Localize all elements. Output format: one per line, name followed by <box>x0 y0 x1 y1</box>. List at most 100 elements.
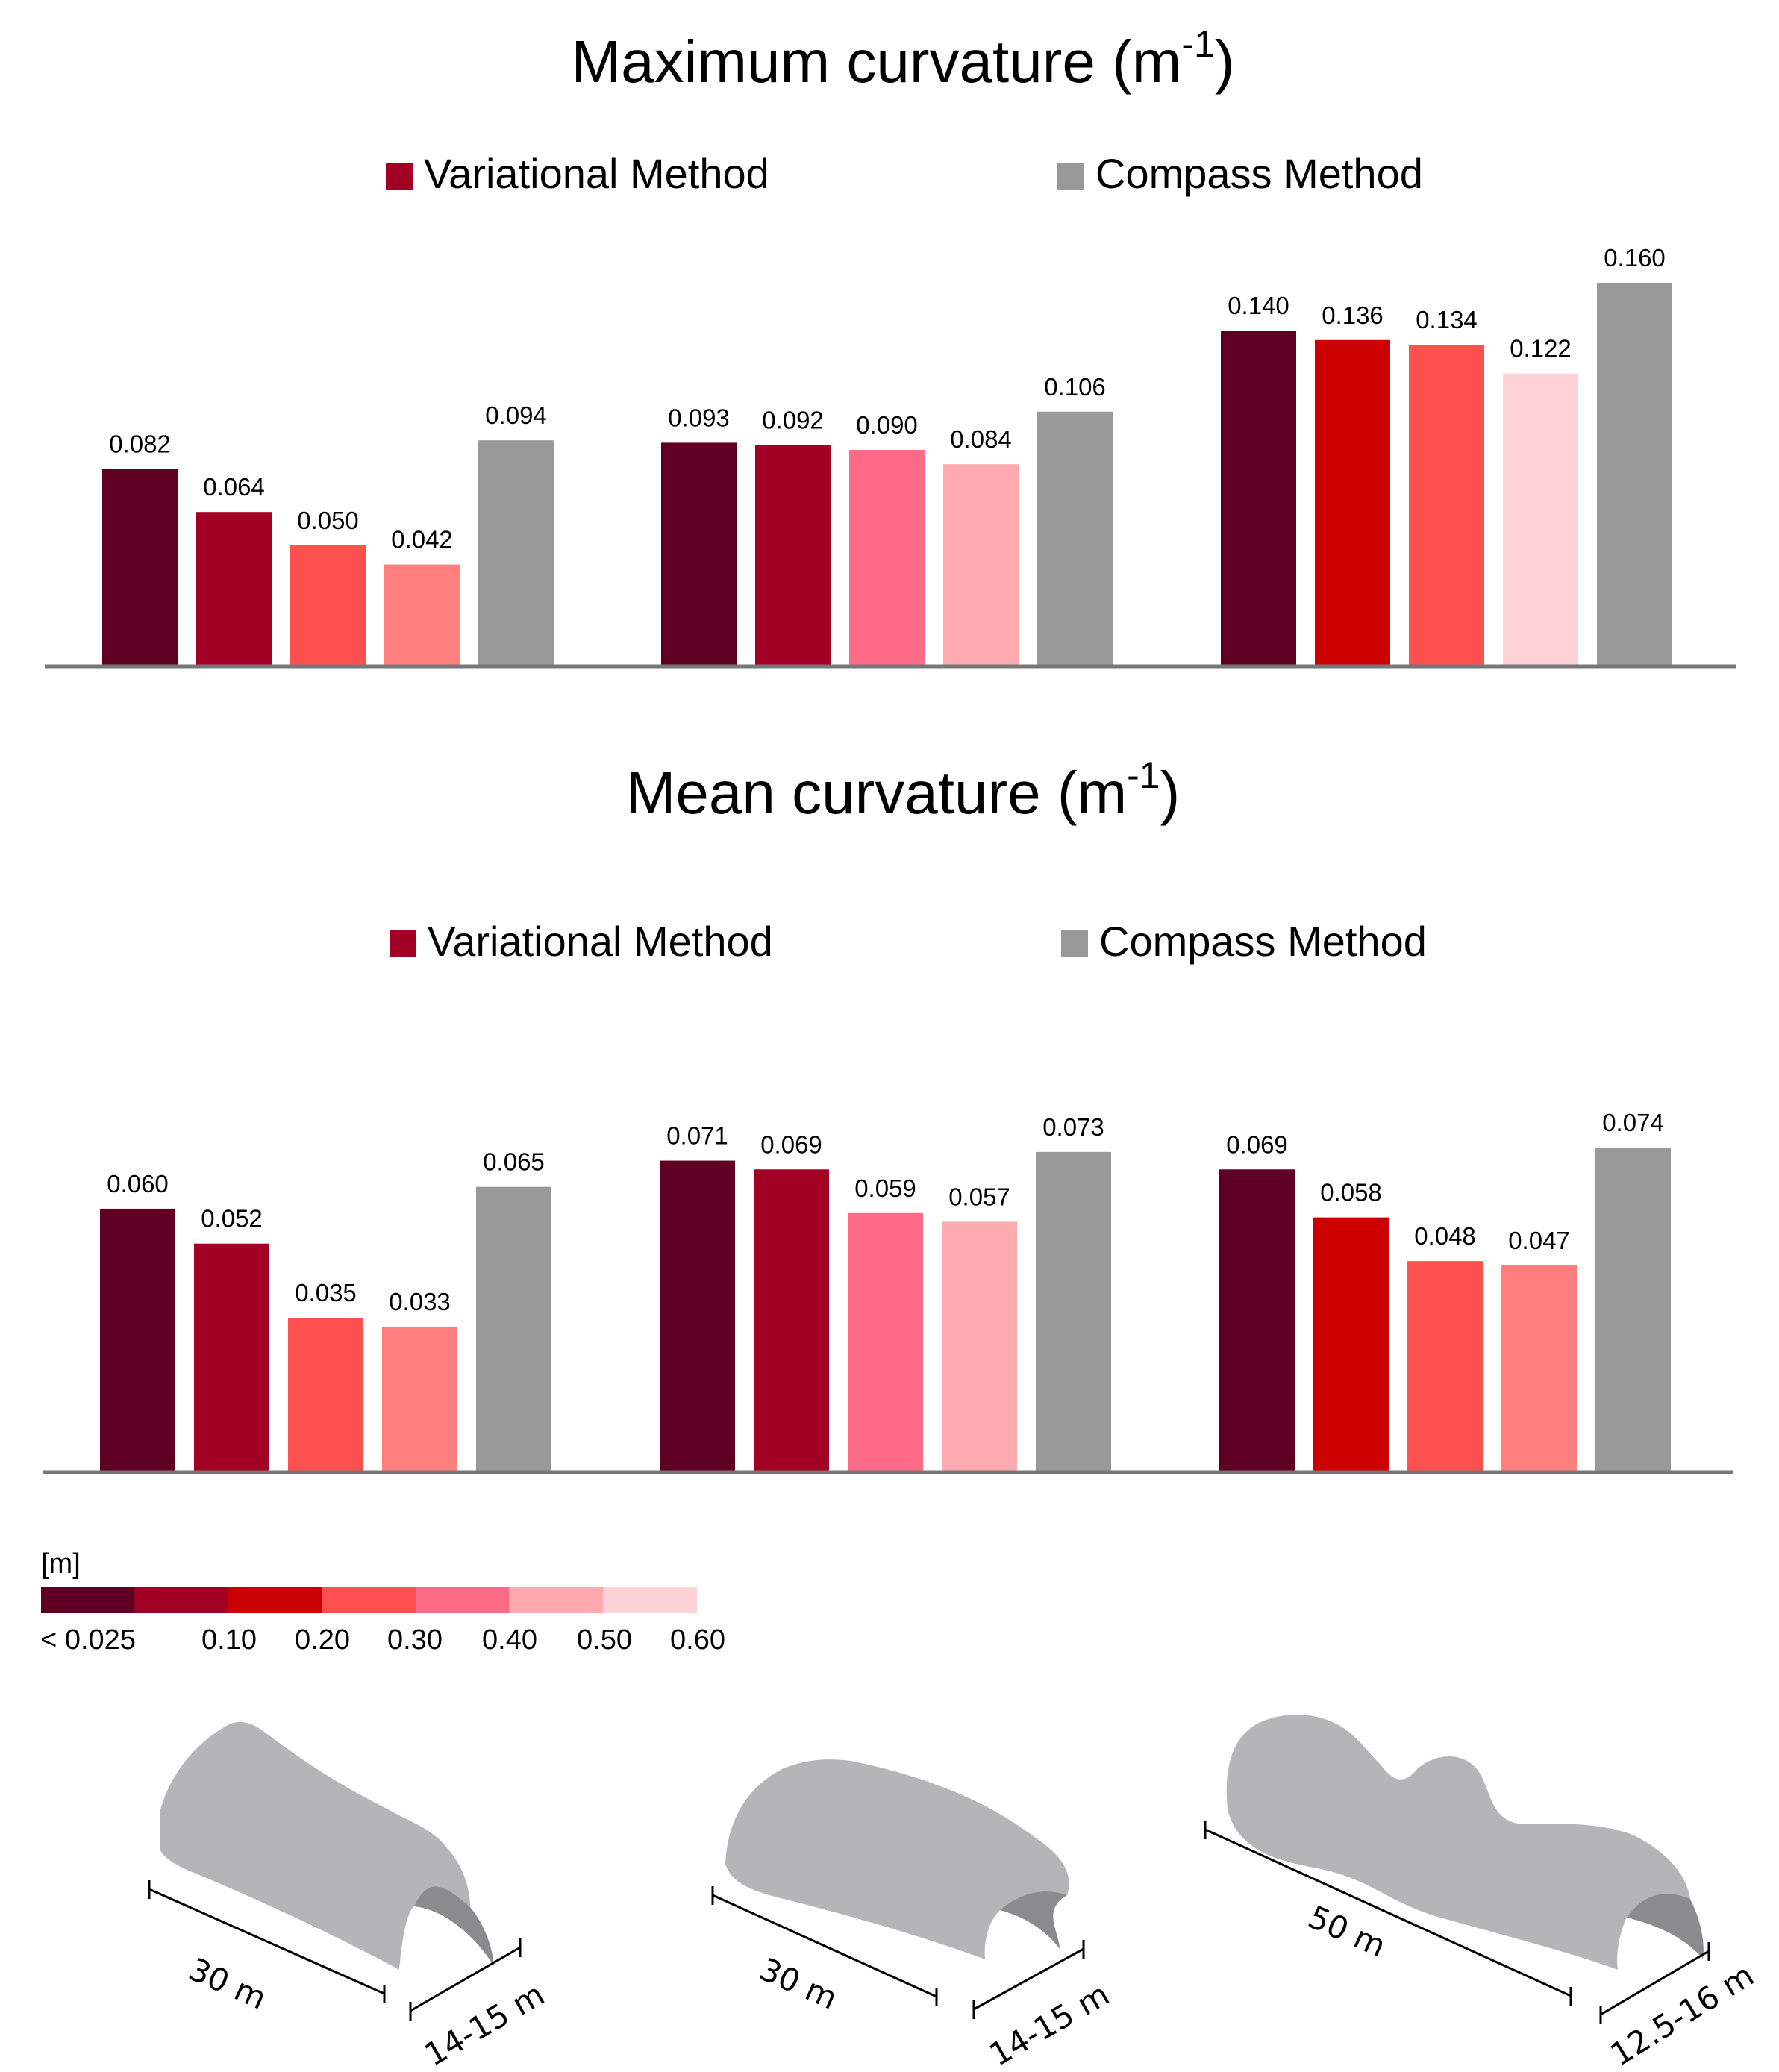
colorbar-unit: [m] <box>41 1548 81 1580</box>
mean-bar-label-g2-4: 0.057 <box>948 1183 1010 1210</box>
max-bar-g3-4 <box>1503 373 1578 665</box>
mean-bar-g2-5 <box>1036 1151 1111 1471</box>
max-bar-g2-5 <box>1037 411 1113 665</box>
mean-bar-label-g2-5: 0.073 <box>1042 1113 1104 1141</box>
shape-2-width-line <box>973 1947 1084 2011</box>
max-bar-label-g3-4: 0.122 <box>1510 335 1572 363</box>
mean-bar-label-g1-2: 0.052 <box>201 1205 263 1233</box>
shape-1-length-label: 30 m <box>184 1950 272 2017</box>
colorbar-cell-7 <box>603 1587 697 1613</box>
shape-3-width-line <box>1600 1950 1710 2016</box>
max-bar-label-g3-1: 0.140 <box>1228 292 1289 319</box>
mean-legend-variational-swatch <box>390 930 416 957</box>
shape-1-width-line <box>410 1946 521 2012</box>
shape-1: 30 m 14-15 m <box>148 1721 551 2072</box>
colorbar-cell-3 <box>228 1587 322 1613</box>
mean-bar-g3-4 <box>1501 1265 1577 1471</box>
max-bar-g3-2 <box>1315 339 1390 665</box>
mean-curvature-chart: Mean curvature (m-1) Variational Method … <box>43 754 1733 1474</box>
mean-bar-g3-5 <box>1595 1148 1671 1471</box>
mean-chart-bars: 0.060 0.052 0.035 0.033 0.065 0.071 0.069 0.059… <box>100 1109 1671 1471</box>
colorbar-cell-1 <box>41 1587 135 1613</box>
shape-2-length-line <box>712 1894 937 1998</box>
max-bar-g2-2 <box>755 445 831 665</box>
max-bar-g1-4 <box>384 564 460 665</box>
max-bar-label-g1-5: 0.094 <box>485 401 547 429</box>
shape-2-width-label: 14-15 m <box>984 1976 1116 2072</box>
shape-3-width-label: 12.5-16 m <box>1604 1956 1760 2072</box>
max-chart-title-sup: -1 <box>1181 23 1214 65</box>
mean-bar-label-g3-1: 0.069 <box>1226 1130 1288 1158</box>
max-bar-label-g1-4: 0.042 <box>391 526 453 554</box>
mean-bar-g2-3 <box>848 1212 923 1471</box>
colorbar: [m] < 0.025 0.10 0.20 0.30 0.40 0.50 0.60 <box>40 1548 725 1656</box>
shape-illustrations: 30 m 14-15 m 30 m 14-15 m <box>148 1714 1760 2072</box>
max-bar-label-g3-2: 0.136 <box>1322 301 1384 329</box>
shape-2: 30 m 14-15 m <box>711 1759 1116 2072</box>
colorbar-labels: < 0.025 0.10 0.20 0.30 0.40 0.50 0.60 <box>40 1624 725 1656</box>
mean-bar-g3-1 <box>1219 1169 1295 1471</box>
max-bar-label-g2-4: 0.084 <box>950 425 1012 453</box>
max-chart-title-main: Maximum curvature (m <box>572 28 1182 95</box>
mean-bar-label-g3-5: 0.074 <box>1602 1109 1664 1136</box>
max-bar-label-g2-3: 0.090 <box>856 411 918 439</box>
max-chart-title: Maximum curvature (m-1) <box>572 23 1235 95</box>
shape-3-surface <box>1226 1714 1690 1970</box>
mean-bar-g2-1 <box>660 1160 735 1471</box>
mean-bar-label-g3-2: 0.058 <box>1320 1179 1382 1206</box>
mean-bar-label-g1-1: 0.060 <box>107 1170 169 1198</box>
max-bar-g2-1 <box>661 442 737 665</box>
shape-2-surface <box>725 1759 1069 1959</box>
colorbar-label-5: 0.40 <box>482 1624 537 1656</box>
colorbar-label-1: < 0.025 <box>40 1624 136 1656</box>
max-bar-g3-1 <box>1221 331 1296 665</box>
mean-bar-g1-4 <box>382 1326 457 1471</box>
max-bar-g1-5 <box>478 440 554 665</box>
max-curvature-chart: Maximum curvature (m-1) Variational Meth… <box>45 23 1736 669</box>
colorbar-cell-6 <box>509 1587 604 1613</box>
max-bar-label-g1-1: 0.082 <box>109 431 171 458</box>
shape-1-length-line <box>148 1888 385 1995</box>
mean-bar-label-g2-3: 0.059 <box>854 1174 916 1202</box>
shape-3-length-line <box>1204 1828 1572 1997</box>
mean-bar-g1-1 <box>100 1208 175 1471</box>
max-legend-variational-label: Variational Method <box>424 150 769 197</box>
colorbar-cell-4 <box>322 1587 416 1613</box>
colorbar-label-7: 0.60 <box>670 1624 725 1656</box>
mean-bar-g3-3 <box>1407 1261 1483 1471</box>
colorbar-label-3: 0.20 <box>295 1624 350 1656</box>
mean-legend-compass-swatch <box>1061 930 1088 957</box>
mean-legend-compass-label: Compass Method <box>1099 918 1427 965</box>
mean-bar-g3-2 <box>1313 1217 1389 1471</box>
mean-bar-g1-3 <box>288 1318 363 1471</box>
max-chart-title-close: ) <box>1215 28 1235 95</box>
shape-3: 50 m 12.5-16 m <box>1204 1714 1760 2072</box>
colorbar-label-2: 0.10 <box>201 1624 257 1656</box>
colorbar-label-4: 0.30 <box>387 1624 443 1656</box>
max-bar-g3-5 <box>1597 283 1672 665</box>
mean-bar-label-g1-3: 0.035 <box>295 1279 357 1306</box>
shape-2-opening <box>1000 1891 1067 1949</box>
max-legend-compass-label: Compass Method <box>1095 150 1423 197</box>
shape-2-length-label: 30 m <box>754 1950 842 2017</box>
mean-bar-g1-2 <box>194 1243 269 1471</box>
mean-bar-label-g1-4: 0.033 <box>389 1288 451 1315</box>
mean-bar-g1-5 <box>476 1186 551 1471</box>
shape-3-opening <box>1627 1894 1704 1959</box>
mean-bar-g2-4 <box>942 1221 1017 1471</box>
mean-chart-title: Mean curvature (m-1) <box>626 754 1180 826</box>
max-bar-label-g3-3: 0.134 <box>1416 306 1478 334</box>
colorbar-cell-2 <box>134 1587 229 1613</box>
max-bar-label-g3-5: 0.160 <box>1604 244 1666 272</box>
max-bar-g1-2 <box>196 512 272 665</box>
colorbar-label-6: 0.50 <box>577 1624 632 1656</box>
max-legend-compass-swatch <box>1057 163 1084 190</box>
max-bar-label-g1-3: 0.050 <box>297 507 359 534</box>
max-bar-g1-1 <box>102 469 178 665</box>
max-legend-variational-swatch <box>386 163 413 190</box>
mean-bar-g2-2 <box>754 1169 829 1471</box>
max-bar-g1-3 <box>290 545 366 665</box>
mean-chart-title-main: Mean curvature (m <box>626 760 1127 826</box>
